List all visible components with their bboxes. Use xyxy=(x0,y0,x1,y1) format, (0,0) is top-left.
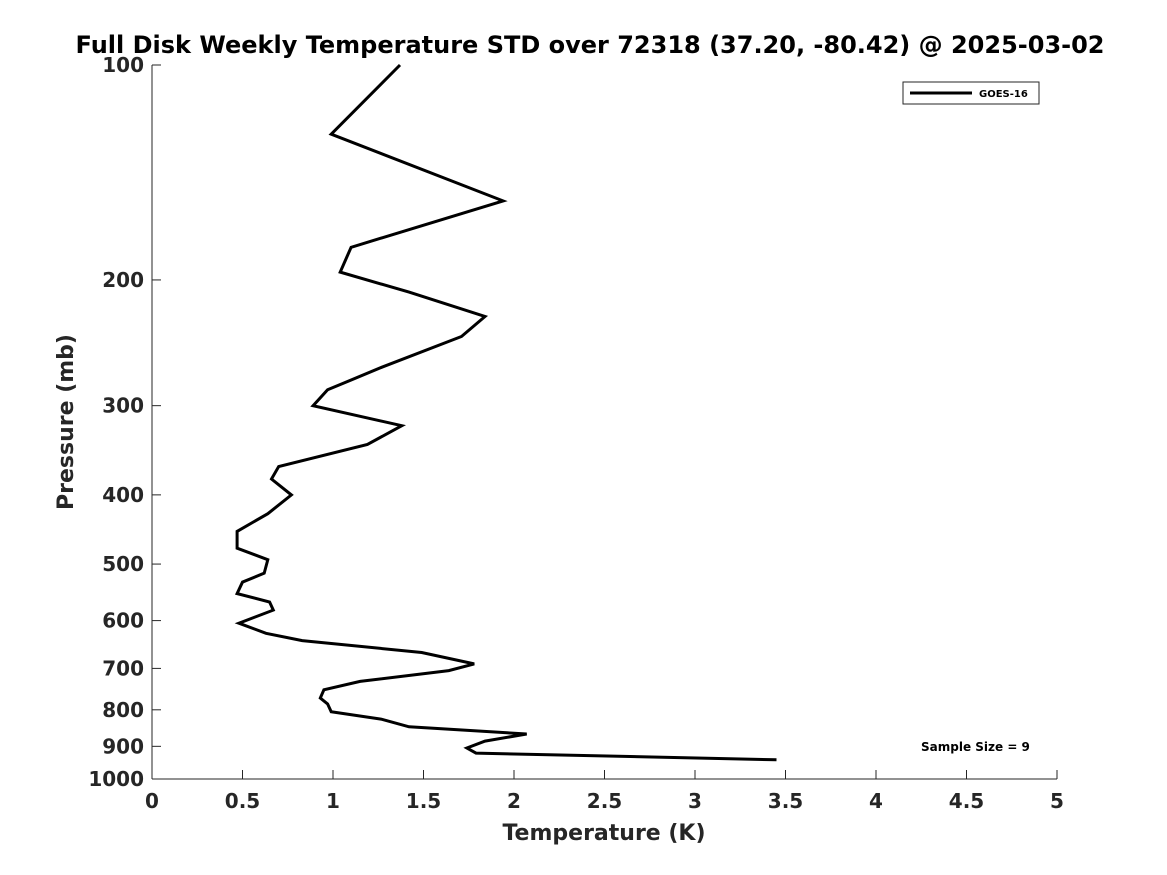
y-tick-label: 700 xyxy=(102,656,144,680)
legend: GOES-16 xyxy=(902,81,1040,105)
chart-title: Full Disk Weekly Temperature STD over 72… xyxy=(76,31,1105,59)
x-tick-label: 2 xyxy=(507,789,521,813)
y-tick-label: 600 xyxy=(102,609,144,633)
x-tick-label: 4.5 xyxy=(949,789,984,813)
x-tick-label: 3.5 xyxy=(768,789,803,813)
y-tick-label: 400 xyxy=(102,483,144,507)
series-layer xyxy=(234,63,777,762)
x-axis-label: Temperature (K) xyxy=(502,821,705,846)
sample-size-annotation: Sample Size = 9 xyxy=(921,740,1030,754)
x-tick-label: 5 xyxy=(1050,789,1064,813)
y-axis-ticks: 100 200 300 400 500 600 700 800 900 1000 xyxy=(88,53,161,791)
plot-area xyxy=(151,65,1057,780)
y-tick-label: 800 xyxy=(102,698,144,722)
x-tick-label: 0.5 xyxy=(225,789,260,813)
x-tick-label: 2.5 xyxy=(587,789,622,813)
legend-label: GOES-16 xyxy=(979,89,1028,100)
y-tick-label: 100 xyxy=(102,53,144,77)
y-tick-label: 300 xyxy=(102,394,144,418)
series-line-goes-16 xyxy=(234,63,777,762)
y-axis-label: Pressure (mb) xyxy=(54,334,79,510)
y-tick-label: 500 xyxy=(102,552,144,576)
x-axis-ticks: 0 0.5 1 1.5 2 2.5 3 3.5 4 4.5 5 xyxy=(145,770,1064,813)
x-tick-label: 4 xyxy=(869,789,883,813)
x-tick-label: 1 xyxy=(326,789,340,813)
y-tick-label: 1000 xyxy=(88,767,144,791)
x-tick-label: 3 xyxy=(688,789,702,813)
y-tick-label: 200 xyxy=(102,268,144,292)
x-tick-label: 1.5 xyxy=(406,789,441,813)
x-tick-label: 0 xyxy=(145,789,159,813)
y-tick-label: 900 xyxy=(102,734,144,758)
